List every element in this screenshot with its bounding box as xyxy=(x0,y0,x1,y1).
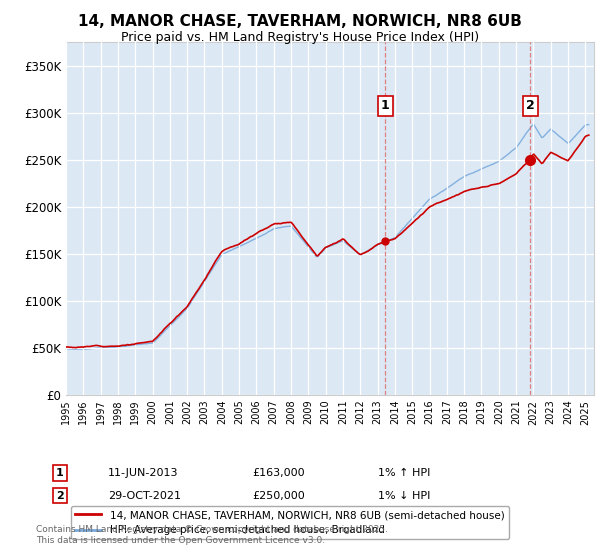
Text: 29-OCT-2021: 29-OCT-2021 xyxy=(108,491,181,501)
Text: 1% ↓ HPI: 1% ↓ HPI xyxy=(378,491,430,501)
Legend: 14, MANOR CHASE, TAVERHAM, NORWICH, NR8 6UB (semi-detached house), HPI: Average : 14, MANOR CHASE, TAVERHAM, NORWICH, NR8 … xyxy=(71,506,509,539)
Text: 2: 2 xyxy=(56,491,64,501)
Text: £163,000: £163,000 xyxy=(252,468,305,478)
Text: 1: 1 xyxy=(56,468,64,478)
Text: 14, MANOR CHASE, TAVERHAM, NORWICH, NR8 6UB: 14, MANOR CHASE, TAVERHAM, NORWICH, NR8 … xyxy=(78,14,522,29)
Text: 11-JUN-2013: 11-JUN-2013 xyxy=(108,468,179,478)
Text: 1: 1 xyxy=(381,100,389,113)
Text: Price paid vs. HM Land Registry's House Price Index (HPI): Price paid vs. HM Land Registry's House … xyxy=(121,31,479,44)
Text: 2: 2 xyxy=(526,100,535,113)
Text: Contains HM Land Registry data © Crown copyright and database right 2025.
This d: Contains HM Land Registry data © Crown c… xyxy=(36,525,388,545)
Text: 1% ↑ HPI: 1% ↑ HPI xyxy=(378,468,430,478)
Text: £250,000: £250,000 xyxy=(252,491,305,501)
